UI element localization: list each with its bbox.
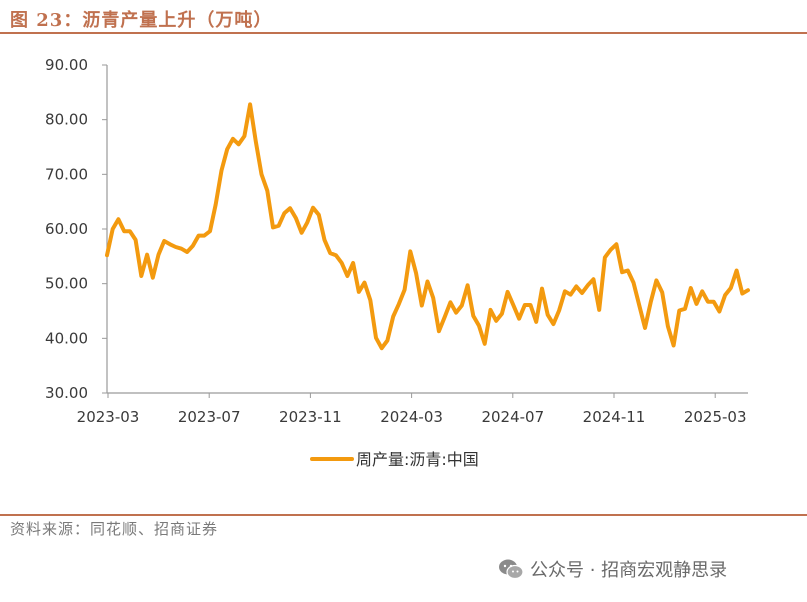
x-tick-label: 2023-07: [178, 408, 241, 426]
figure-title: 图 23：沥青产量上升（万吨）: [10, 10, 273, 31]
title-divider: [0, 32, 807, 34]
watermark: 公众号 · 招商宏观静思录: [498, 556, 727, 582]
x-tick-label: 2024-11: [583, 408, 646, 426]
source-note: 资料来源：同花顺、招商证券: [10, 520, 219, 538]
wechat-icon: [499, 559, 524, 580]
y-tick-label: 40.00: [45, 329, 88, 347]
x-tick-label: 2024-07: [481, 408, 544, 426]
series-line: [105, 102, 750, 351]
y-tick-label: 90.00: [45, 56, 88, 74]
y-tick-label: 80.00: [45, 111, 88, 129]
line-chart: 90.00 80.00 70.00 60.00 50.00 40.00 30.00 2023-…: [45, 56, 750, 469]
y-tick-label: 50.00: [45, 275, 88, 293]
watermark-text: 公众号 · 招商宏观静思录: [530, 560, 728, 581]
x-tick-label: 2023-03: [77, 408, 140, 426]
y-tick-label: 60.00: [45, 220, 88, 238]
x-tick-label: 2025-03: [684, 408, 747, 426]
source-divider: [0, 514, 807, 516]
y-tick-label: 30.00: [45, 384, 88, 402]
x-tick-label: 2024-03: [380, 408, 443, 426]
x-tick-label: 2023-11: [279, 408, 342, 426]
y-tick-label: 70.00: [45, 165, 88, 183]
legend-label: 周产量:沥青:中国: [356, 450, 479, 469]
